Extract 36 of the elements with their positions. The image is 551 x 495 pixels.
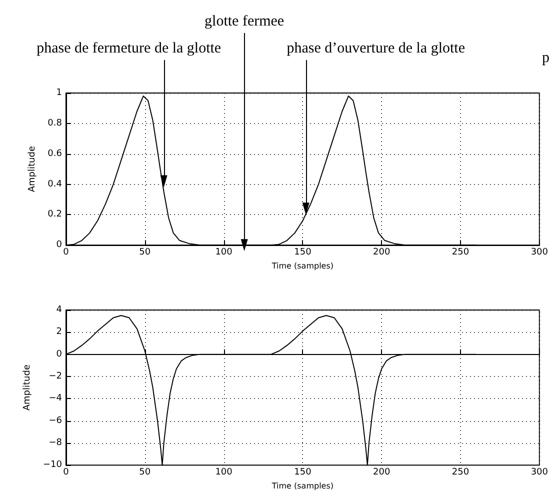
x-tick-label: 0 [63, 248, 70, 258]
x-tick-label: 50 [139, 468, 151, 478]
x-tick-label: 150 [294, 468, 312, 478]
y-axis-title: Amplitude [22, 364, 33, 411]
x-tick-label: 100 [215, 468, 233, 478]
y-tick-label: 4 [56, 305, 62, 315]
y-tick-label: −10 [43, 460, 62, 470]
annotation: phase de fermeture de la glotte [36, 40, 222, 56]
x-tick-label: 250 [452, 248, 470, 258]
y-tick-label: 0.6 [48, 148, 62, 159]
y-tick-label: −8 [48, 438, 62, 448]
text: p [542, 50, 550, 67]
x-tick-label: 200 [373, 468, 390, 478]
y-tick-label: 0 [56, 349, 62, 360]
x-axis-title: Time (samples) [270, 262, 334, 270]
x-tick-label: 300 [530, 468, 548, 478]
x-tick-label: 300 [530, 248, 548, 258]
y-axis-title: Amplitude [27, 146, 38, 192]
x-tick-label: 100 [215, 248, 233, 258]
x-tick-label: 150 [294, 248, 312, 258]
y-tick-label: −4 [48, 394, 62, 404]
y-tick-label: 0.8 [48, 118, 62, 128]
x-tick-label: 250 [452, 468, 470, 478]
y-tick-label: 1 [56, 88, 62, 98]
y-tick-label: −6 [48, 416, 62, 426]
y-tick-label: 0 [56, 240, 62, 250]
annotation: phase d’ouverture de la glotte [286, 40, 466, 56]
y-tick-label: 2 [56, 327, 62, 338]
y-tick-label: −2 [48, 371, 62, 382]
x-tick-label: 50 [139, 248, 151, 258]
annotation: glotte fermee [204, 14, 284, 30]
x-axis-title: Time (samples) [270, 482, 334, 490]
y-tick-label: 0.4 [48, 179, 62, 190]
x-tick-label: 200 [373, 248, 390, 258]
y-tick-label: 0.2 [48, 210, 62, 220]
x-tick-label: 0 [63, 468, 70, 478]
